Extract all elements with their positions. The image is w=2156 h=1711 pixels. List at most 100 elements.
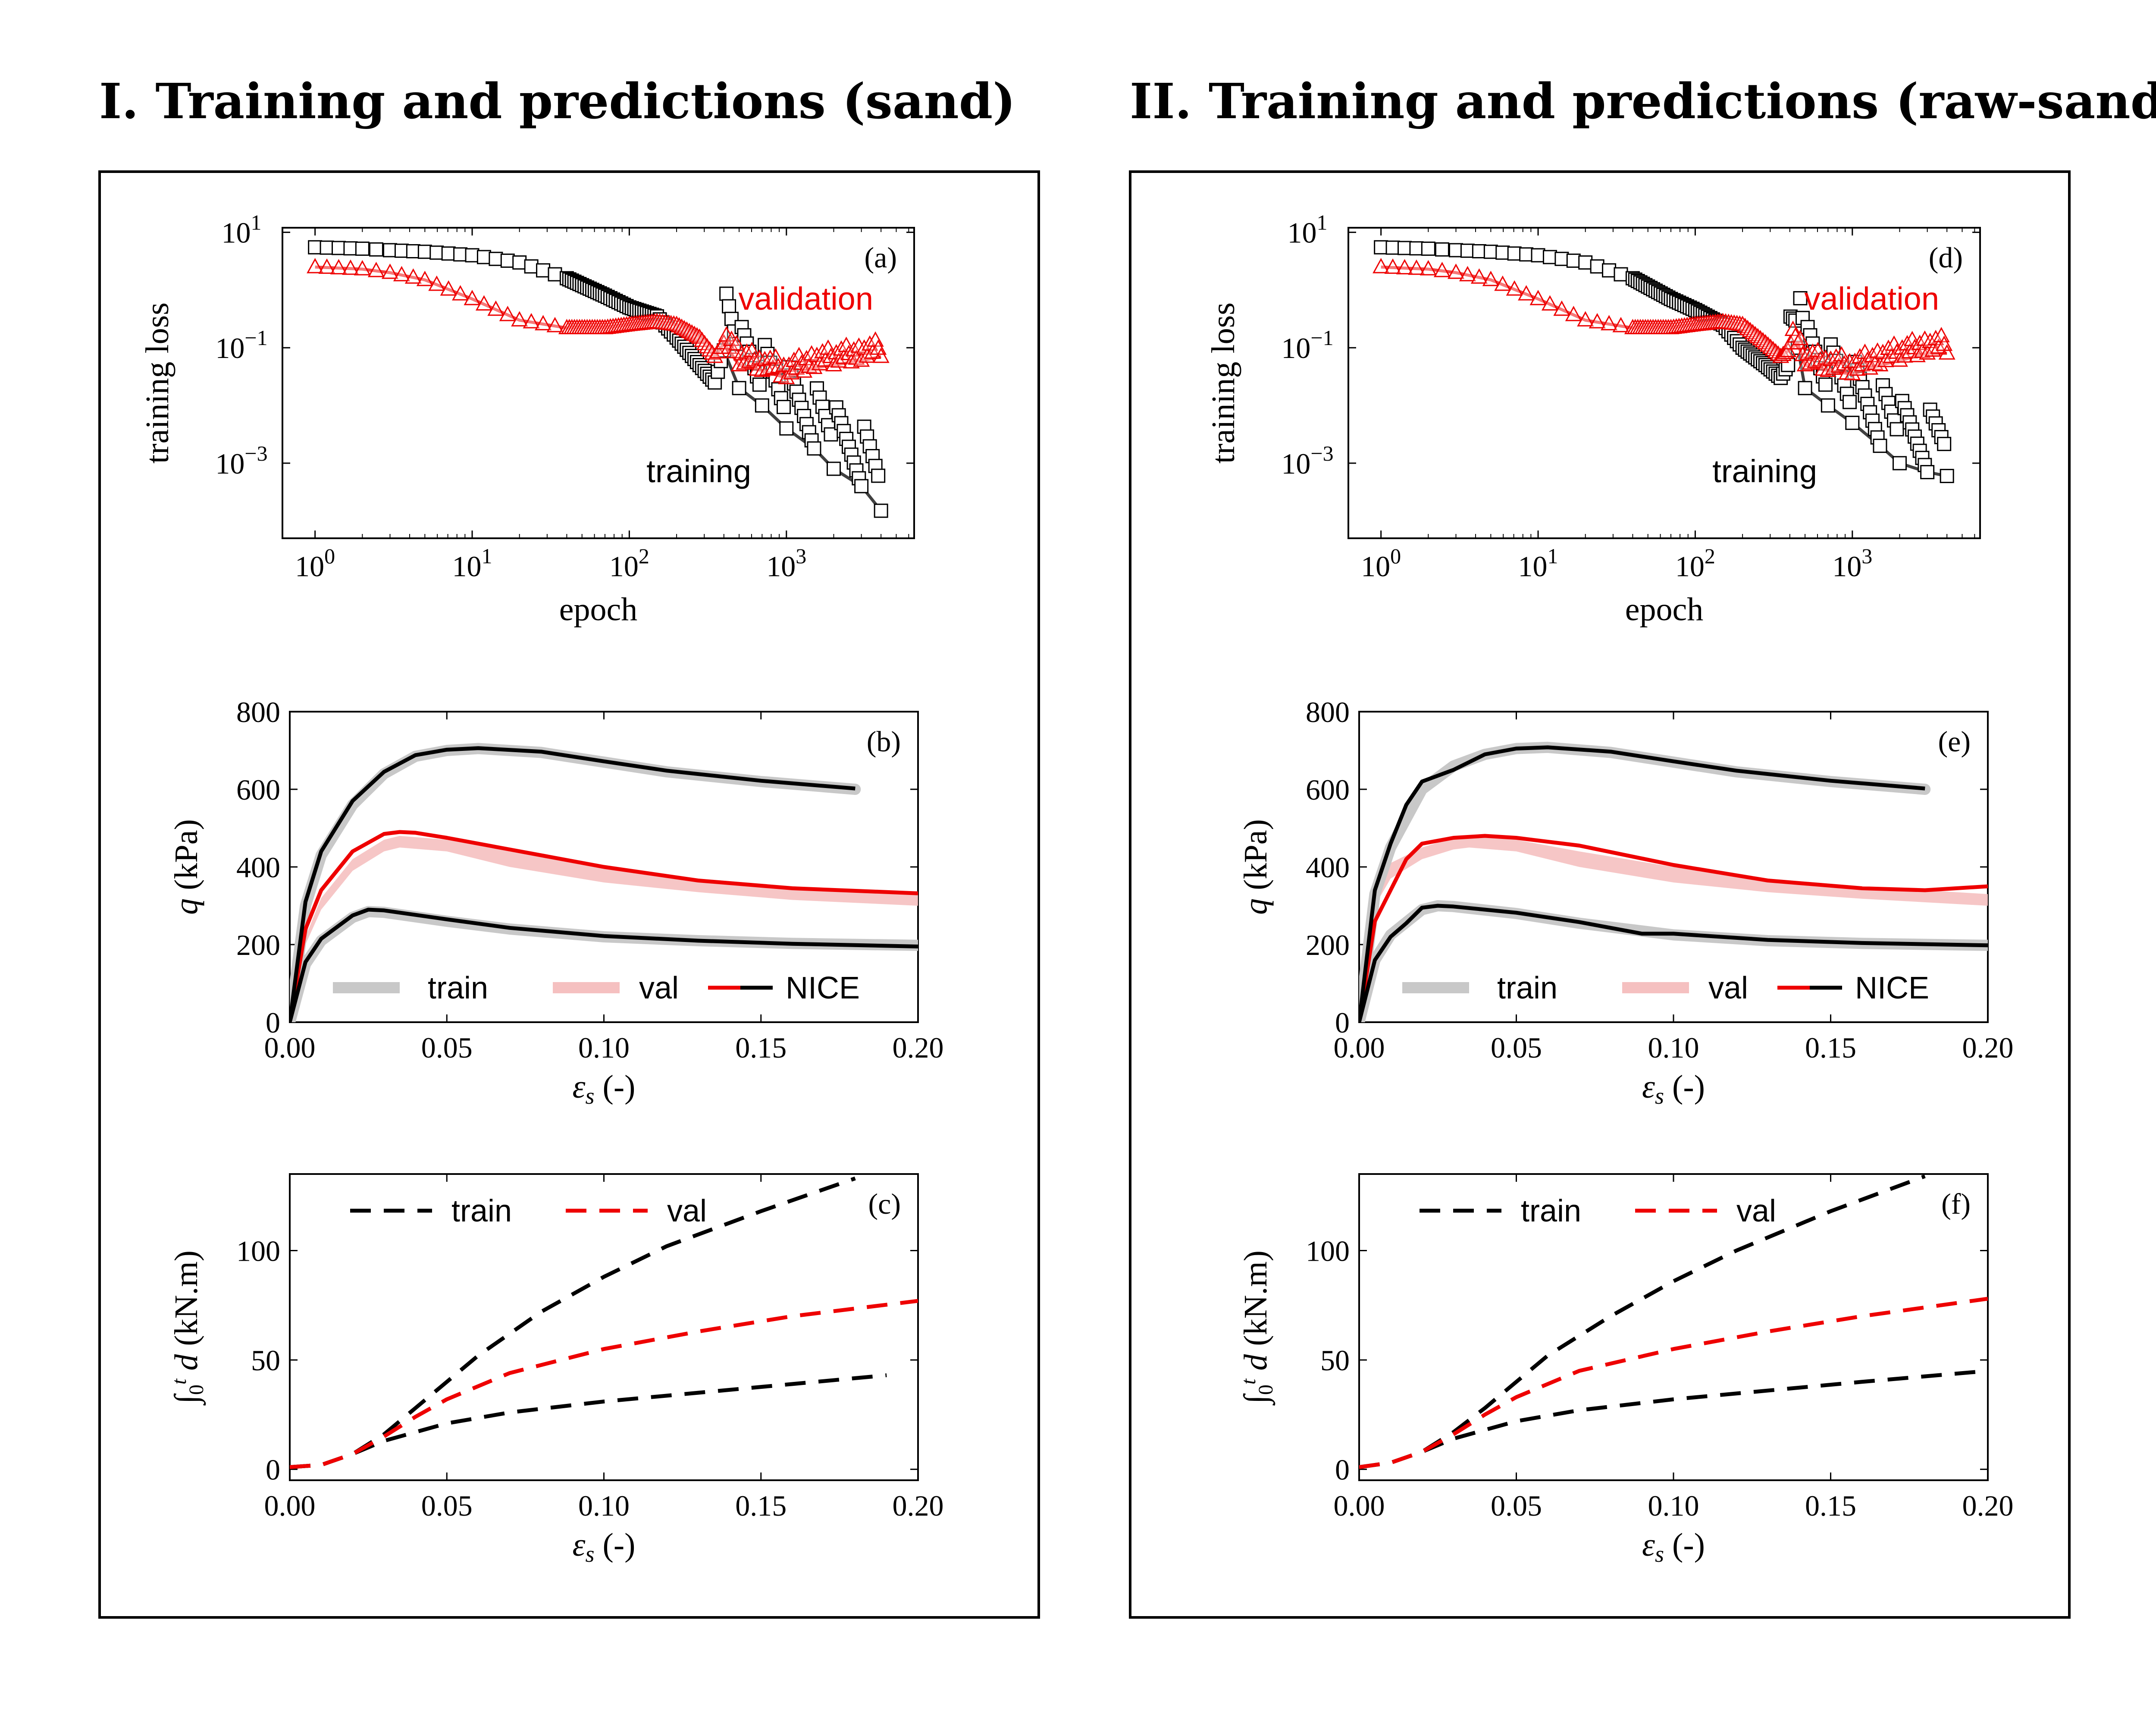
training-marker: [1940, 469, 1954, 483]
y-tick-label: 10−1: [1281, 326, 1333, 364]
x-tick-label: 0.00: [1334, 1031, 1385, 1064]
validation-marker: [440, 280, 457, 296]
legend-train-label: train: [1521, 1194, 1581, 1228]
x-tick-label: 0.00: [264, 1031, 316, 1064]
validation-marker: [1433, 261, 1451, 277]
train-low-dashed-line: [1359, 1369, 1988, 1469]
validation-marker: [367, 261, 385, 277]
y-tick-label: 50: [1320, 1344, 1350, 1377]
validation-marker: [1938, 344, 1955, 360]
legend-val-label: val: [1708, 971, 1748, 1005]
validation-marker: [1916, 330, 1934, 346]
training-marker: [1483, 245, 1498, 259]
chart-c: 0.00 0.05 0.10 0.15 0.20 0 50 100 εs (-) ∫0t d (k…: [168, 1173, 944, 1567]
validation-marker: [1470, 268, 1488, 284]
val-band: [290, 836, 918, 1022]
x-tick-label: 0.15: [1805, 1489, 1856, 1522]
validation-marker: [1814, 360, 1832, 376]
validation-marker: [1518, 285, 1535, 301]
training-marker: [752, 377, 767, 392]
training-marker: [779, 421, 794, 436]
plot-area: [290, 743, 918, 1022]
training-marker: [1460, 243, 1475, 258]
legend: train val NICE: [1402, 971, 1929, 1005]
plot-area: [1359, 741, 1988, 1022]
y-tick-label: 50: [251, 1344, 280, 1377]
training-marker: [1843, 395, 1857, 409]
y-axis-label: training loss: [139, 302, 175, 464]
y-axis-label: q (kPa): [168, 819, 204, 915]
training-marker: [1449, 243, 1463, 257]
validation-marker: [1612, 317, 1630, 333]
training-marker: [732, 381, 746, 396]
validation-marker: [778, 369, 795, 384]
plot-area: [290, 1176, 918, 1469]
training-marker: [489, 251, 503, 266]
training-marker: [824, 427, 838, 442]
training-marker: [1554, 251, 1569, 266]
x-tick-label: 0.10: [1648, 1031, 1699, 1064]
x-tick-label: 101: [1518, 544, 1558, 583]
validation-marker: [1780, 342, 1797, 358]
panel-label: (e): [1938, 725, 1971, 758]
plot-frame: [282, 227, 915, 539]
y-tick-label: 100: [1306, 1235, 1350, 1268]
validation-marker: [1914, 342, 1931, 358]
validation-annotation: validation: [1804, 281, 1939, 317]
y-tick-label: 400: [236, 851, 280, 884]
validation-marker: [416, 270, 433, 286]
training-marker: [417, 245, 432, 259]
validation-marker: [354, 260, 371, 276]
plot-area: [307, 240, 890, 518]
legend-nice-label: NICE: [1855, 971, 1929, 1005]
chart-f: 0.00 0.05 0.10 0.15 0.20 0 50 100 εs (-) ∫0t d (k…: [1237, 1173, 2014, 1567]
panel-title-sand: I. Training and predictions (sand): [99, 73, 1016, 130]
train-low-dashed-line: [290, 1373, 887, 1469]
training-marker: [1421, 242, 1435, 256]
validation-marker: [748, 360, 766, 376]
x-tick-label: 100: [1361, 544, 1401, 583]
validation-marker: [487, 300, 505, 316]
validation-marker: [523, 313, 540, 329]
training-marker: [1798, 381, 1812, 396]
validation-marker: [783, 364, 800, 380]
x-axis-label: εs (-): [1642, 1069, 1705, 1109]
y-tick-label: 100: [236, 1235, 280, 1268]
validation-marker: [1844, 365, 1861, 380]
training-marker: [441, 246, 456, 261]
y-tick-label: 600: [1306, 773, 1350, 806]
training-marker: [548, 267, 562, 282]
training-marker: [1542, 250, 1557, 264]
x-tick-label: 0.20: [893, 1031, 944, 1064]
train-high-dashed-line: [1359, 1174, 1926, 1469]
x-tick-label: 0.05: [421, 1031, 473, 1064]
validation-marker: [1529, 290, 1547, 305]
validation-marker: [330, 259, 348, 275]
validation-marker: [318, 258, 335, 274]
training-marker: [1435, 242, 1449, 257]
x-tick-label: 0.20: [893, 1489, 944, 1522]
validation-marker: [1447, 264, 1465, 279]
chart-d: 100 101 102 103 101 10−1 10−3 epoch training los…: [1205, 210, 1981, 628]
x-tick-label: 0.15: [735, 1489, 787, 1522]
panel-label: (b): [867, 725, 901, 758]
training-marker: [369, 242, 383, 257]
panel-label: (c): [868, 1187, 901, 1220]
validation-marker: [475, 295, 492, 311]
validation-marker: [1459, 266, 1476, 282]
training-marker: [1845, 415, 1860, 430]
validation-marker: [1553, 300, 1570, 316]
y-tick-label: 800: [236, 696, 280, 728]
y-tick-label: 800: [1306, 696, 1350, 728]
y-tick-label: 10−3: [215, 441, 267, 480]
training-marker: [871, 468, 886, 483]
val-dashed-line: [290, 1299, 918, 1469]
training-marker: [343, 241, 358, 256]
training-annotation: training: [1712, 453, 1817, 489]
validation-marker: [1541, 295, 1558, 311]
training-marker: [1385, 240, 1400, 255]
panel-label: (d): [1929, 241, 1963, 274]
y-tick-label: 400: [1306, 851, 1350, 884]
validation-marker: [1577, 311, 1594, 327]
validation-marker: [342, 259, 359, 275]
